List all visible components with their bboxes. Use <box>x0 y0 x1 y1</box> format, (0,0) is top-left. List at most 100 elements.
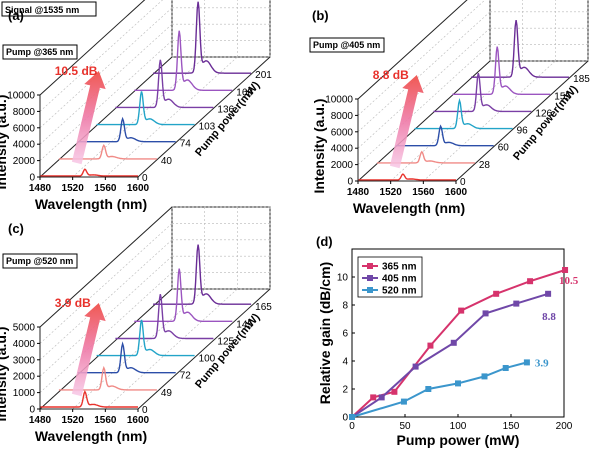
panel-d: (d) 0 50 100 150 200 0 2 4 6 8 10 Pump power (mW) Rel… <box>316 234 579 448</box>
y-tick-label: 10 <box>337 273 349 284</box>
pump-power-label: 125 <box>217 336 234 347</box>
y-tick-label: 0 <box>347 177 353 188</box>
side-gridline <box>357 44 491 165</box>
y-tick-label: 5000 <box>13 323 36 334</box>
y-tick-label: 4 <box>342 357 348 368</box>
pump-power-label: 126 <box>535 108 552 119</box>
spectrum-trace <box>96 91 195 126</box>
side-gridline <box>357 27 491 149</box>
end-value-label: 3.9 <box>535 357 549 369</box>
y-tick-label: 0 <box>342 413 348 424</box>
y-axis-label: Intensity (a.u.) <box>0 95 9 190</box>
x-tick-label: 1480 <box>29 183 52 194</box>
pump-power-label: 28 <box>479 160 491 171</box>
spectrum-trace <box>358 173 456 181</box>
depth-axis-right <box>137 56 271 178</box>
x-tick-label: 1480 <box>29 415 52 426</box>
y-tick-label: 2 <box>342 385 348 396</box>
y-axis-label: Relative gain (dB/cm) <box>317 262 333 404</box>
y-tick-label: 4000 <box>13 140 36 151</box>
x-tick-label: 1520 <box>62 415 85 426</box>
x-tick-label: 1560 <box>94 415 117 426</box>
data-point <box>513 300 520 307</box>
floor-gridline <box>105 56 238 178</box>
x-tick-label: 50 <box>399 421 411 432</box>
side-gridline <box>39 255 173 377</box>
back-wall <box>171 0 271 58</box>
spectrum-trace <box>40 390 138 408</box>
y-tick-label: 8000 <box>331 111 354 122</box>
pump-power-label: 0 <box>142 405 148 416</box>
gain-arrow <box>71 71 106 165</box>
back-wall <box>171 206 271 290</box>
data-point <box>412 363 419 370</box>
spectrum-trace <box>433 73 532 113</box>
x-tick-label: 200 <box>556 421 573 432</box>
data-point <box>493 290 500 297</box>
gain-label: 3.9 dB <box>55 296 91 310</box>
spectrum-trace <box>134 30 233 92</box>
pump-power-label: 49 <box>161 388 173 399</box>
pump-power-label: 136 <box>217 104 234 115</box>
pump-power-label: 168 <box>236 87 253 98</box>
pump-power-label: 40 <box>161 156 173 167</box>
x-tick-label: 1480 <box>347 187 370 198</box>
x-tick-label: 1560 <box>412 187 435 198</box>
y-tick-label: 2000 <box>331 160 354 171</box>
y-tick-label: 2000 <box>13 372 36 383</box>
back-wall <box>489 0 589 62</box>
x-tick-label: 1600 <box>445 187 468 198</box>
side-gridline <box>39 0 163 112</box>
pump-label-box <box>2 253 78 269</box>
x-tick-label: 1600 <box>127 415 150 426</box>
spectrum-trace <box>414 97 513 130</box>
signal-label-box: Signal @1535 nm <box>1 1 97 17</box>
panel-label: (c) <box>8 221 24 236</box>
spectrum-trace <box>395 124 494 147</box>
depth-axis <box>39 56 173 178</box>
pump-power-label: 0 <box>142 173 148 184</box>
z-axis-label: Pump power(mW) <box>193 79 263 159</box>
pump-power-label: 0 <box>460 177 466 188</box>
pump-label: Pump @365 nm <box>6 47 73 57</box>
gain-arrow <box>71 303 106 397</box>
data-point <box>370 394 377 401</box>
panel-label: (a) <box>8 8 24 23</box>
pump-label-box <box>2 44 78 60</box>
y-tick-label: 6000 <box>331 127 354 138</box>
top-edge <box>357 0 468 100</box>
x-tick-label: 1560 <box>94 183 117 194</box>
legend-label: 520 nm <box>382 286 417 297</box>
legend-marker <box>367 263 373 269</box>
pump-power-label: 185 <box>573 74 590 85</box>
signal-label: Signal @1535 nm <box>5 5 79 15</box>
side-gridline <box>39 40 173 161</box>
pump-power-label: 103 <box>199 122 216 133</box>
y-tick-label: 4000 <box>331 144 354 155</box>
side-gridline <box>39 272 173 393</box>
x-tick-label: 0 <box>349 421 355 432</box>
spectrum-trace <box>40 168 138 177</box>
depth-axis <box>357 60 491 182</box>
depth-axis-right <box>137 288 271 410</box>
legend-label: 405 nm <box>382 274 417 285</box>
pump-label: Pump @520 nm <box>6 256 73 266</box>
z-axis-label: Pump power(mW) <box>193 311 263 391</box>
data-point <box>502 365 509 371</box>
spectrum-trace <box>134 268 233 322</box>
spectrum-trace <box>115 294 214 340</box>
side-gridline <box>39 223 173 344</box>
data-point <box>455 380 461 387</box>
data-point <box>523 359 530 366</box>
pump-label-box <box>309 37 385 53</box>
y-tick-label: 8 <box>342 301 348 312</box>
legend-marker <box>367 275 373 281</box>
y-tick-label: 10000 <box>325 95 353 106</box>
spectrum-trace <box>153 1 252 74</box>
series-line <box>351 269 566 418</box>
spectrum-trace <box>452 46 551 96</box>
pump-power-label: 60 <box>498 143 510 154</box>
data-point <box>427 342 434 349</box>
data-point <box>481 373 488 380</box>
